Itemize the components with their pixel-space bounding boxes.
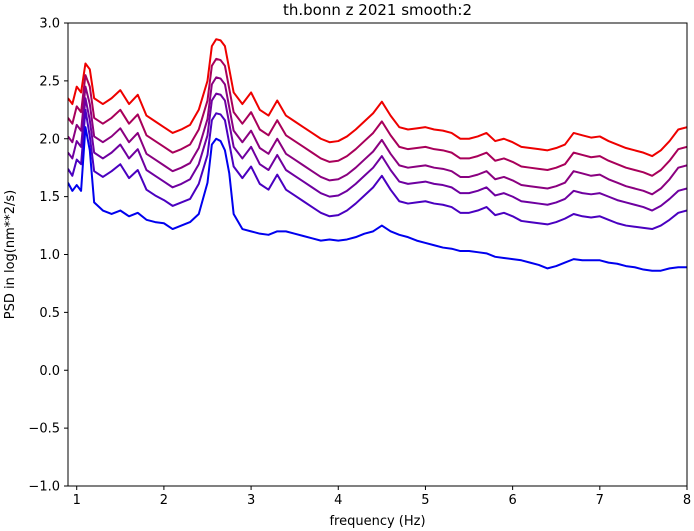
y-tick-label: 3.0: [39, 17, 60, 32]
series-layer: [68, 38, 687, 272]
y-tick-label: 0.5: [39, 306, 60, 321]
series-line-6: [68, 126, 687, 272]
chart-title: th.bonn z 2021 smooth:2: [283, 1, 472, 19]
y-axis-label: PSD in log(nm**2/s): [3, 190, 18, 320]
x-axis: 1 2 3 4 5 6 7 8: [73, 486, 691, 508]
series-line-3: [68, 76, 687, 196]
x-tick-label: 5: [421, 493, 429, 508]
x-tick-label: 6: [508, 493, 516, 508]
series-line-4: [68, 92, 687, 212]
x-tick-label: 2: [160, 493, 168, 508]
x-tick-label: 1: [73, 493, 81, 508]
x-tick-label: 3: [247, 493, 255, 508]
y-tick-label: −1.0: [28, 480, 60, 495]
series-line-5: [68, 108, 687, 231]
series-line-2: [68, 57, 687, 177]
x-tick-label: 4: [334, 493, 342, 508]
y-tick-label: −0.5: [28, 422, 60, 437]
series-line-1: [68, 38, 687, 158]
x-tick-label: 7: [596, 493, 604, 508]
x-tick-label: 8: [683, 493, 691, 508]
y-tick-label: 0.0: [39, 364, 60, 379]
x-axis-label: frequency (Hz): [329, 514, 425, 529]
y-tick-label: 1.5: [39, 190, 60, 205]
y-tick-label: 2.5: [39, 74, 60, 89]
y-tick-label: 2.0: [39, 132, 60, 147]
y-axis: −1.0 −0.5 0.0 0.5 1.0 1.5 2.0 2.5 3.0: [28, 17, 68, 495]
y-tick-label: 1.0: [39, 248, 60, 263]
